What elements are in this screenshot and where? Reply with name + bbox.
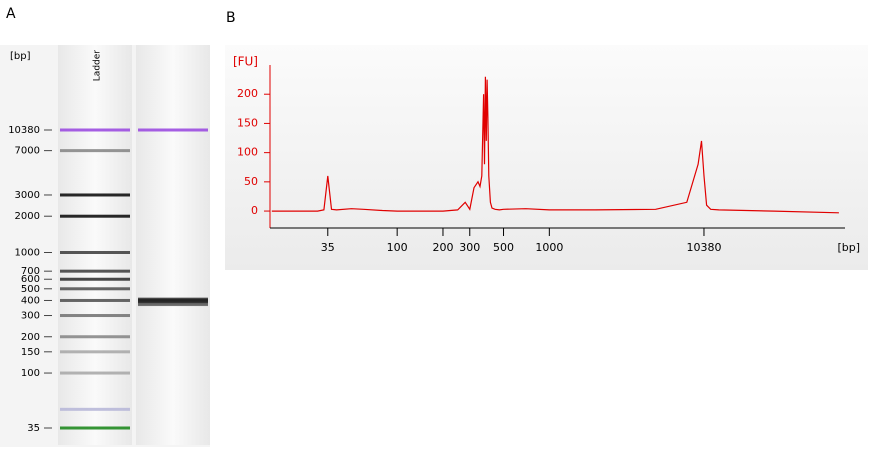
gel-band	[60, 277, 130, 281]
x-tick-label: 300	[459, 241, 480, 254]
panel-label: A	[6, 6, 16, 22]
gel-band	[60, 350, 130, 354]
panel-label: B	[226, 10, 236, 26]
y-tick-label: 500	[21, 284, 40, 295]
data-line	[271, 76, 839, 214]
y-tick-label: 7000	[15, 146, 40, 157]
gel-band	[138, 303, 208, 307]
plot-background	[225, 45, 868, 270]
x-tick-label: 10380	[686, 241, 721, 254]
y-tick-label: 150	[237, 116, 258, 129]
gel-band	[60, 407, 130, 411]
x-axis-label: [bp]	[837, 241, 860, 254]
gel-band	[60, 287, 130, 291]
gel-band	[60, 193, 130, 197]
x-tick-label: 1000	[535, 241, 563, 254]
y-tick-label: 0	[251, 204, 258, 217]
y-tick-label: 2000	[15, 211, 40, 222]
y-tick-label: 100	[21, 368, 40, 379]
y-tick-label: 50	[244, 175, 258, 188]
y-tick-label: 300	[21, 311, 40, 322]
gel-lane	[58, 45, 132, 445]
y-tick-label: 35	[27, 423, 40, 434]
x-tick-label: 500	[493, 241, 514, 254]
y-tick-label: 600	[21, 274, 40, 285]
gel-band	[138, 128, 208, 132]
x-tick-label: 200	[432, 241, 453, 254]
gel-lane	[136, 45, 210, 445]
gel-band	[60, 371, 130, 375]
y-tick-label: 100	[237, 146, 258, 159]
y-tick-label: 3000	[15, 190, 40, 201]
y-tick-label: 700	[21, 266, 40, 277]
y-tick-label: 200	[237, 87, 258, 100]
gel-band	[60, 250, 130, 254]
y-axis-label: [bp]	[10, 51, 31, 62]
y-tick-label: 200	[21, 332, 40, 343]
gel-band	[60, 149, 130, 153]
y-tick-label: 150	[21, 347, 40, 358]
x-tick-label: 100	[387, 241, 408, 254]
lane-label: Ladder	[93, 50, 103, 81]
gel-band	[60, 335, 130, 339]
gel-band	[60, 314, 130, 318]
y-tick-label: 10380	[8, 125, 40, 136]
y-axis-label: [FU]	[233, 55, 258, 69]
gel-band	[60, 269, 130, 273]
gel-band	[60, 214, 130, 218]
y-tick-label: 400	[21, 295, 40, 306]
gel-band	[60, 426, 130, 430]
y-tick-label: 1000	[15, 247, 40, 258]
x-tick-label: 35	[321, 241, 335, 254]
gel-band	[60, 128, 130, 132]
gel-band	[60, 298, 130, 302]
